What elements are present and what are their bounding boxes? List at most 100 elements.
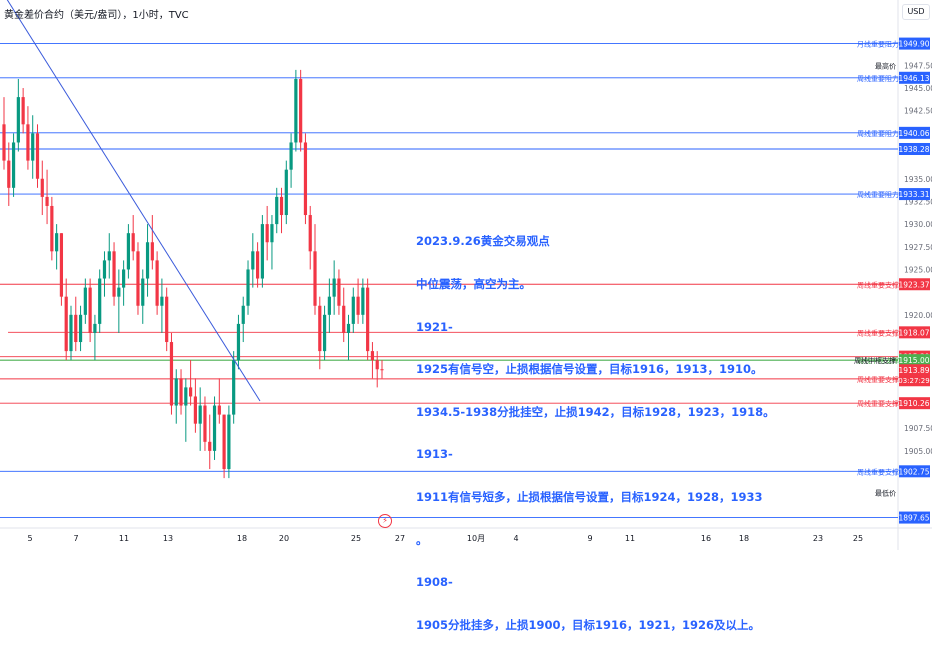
trading-annotation: 2023.9.26黄金交易观点 中位震荡，高空为主。 1921- 1925有信号… — [416, 206, 775, 646]
trendline — [6, 0, 261, 402]
price-tick-label: 1905.00 — [904, 447, 932, 456]
price-chart[interactable]: 1947.50 1945.00 1942.50 1935.00 1932.50 1930.… — [0, 0, 932, 550]
candle-body — [59, 233, 64, 297]
candle-body — [198, 405, 202, 424]
candle-body — [279, 196, 284, 216]
candle-body — [102, 260, 107, 279]
candle-body — [308, 215, 312, 252]
candle-body — [327, 296, 331, 315]
candle-body — [160, 296, 164, 306]
time-tick-label: 13 — [163, 534, 173, 543]
candle-body — [361, 287, 365, 315]
candle-body — [40, 178, 44, 197]
level-label: 周线重要支撑 — [857, 280, 899, 289]
candle-body — [236, 323, 241, 361]
candle-body — [174, 378, 178, 406]
candle-body — [356, 296, 360, 315]
level-price-text: 1938.28 — [898, 145, 929, 154]
level-price-text: 1902.75 — [898, 467, 929, 476]
candle-body — [303, 142, 308, 216]
candle-body — [74, 314, 78, 343]
candle-body — [189, 387, 193, 397]
price-tick-label: 1907.50 — [904, 424, 932, 433]
candle-body — [203, 405, 207, 442]
axis-extra-label: 最高价 — [875, 61, 896, 70]
countdown-text: 03:27:29 — [898, 377, 929, 385]
candle-body — [322, 314, 327, 352]
time-tick-label: 25 — [853, 534, 863, 543]
time-tick-label: 4 — [513, 534, 518, 543]
candle-body — [246, 269, 250, 306]
candle-body — [155, 260, 159, 306]
time-tick-label: 18 — [237, 534, 247, 543]
candle-body — [284, 169, 288, 216]
candle-body — [16, 97, 20, 143]
price-tick-label: 1932.50 — [904, 197, 932, 206]
candle-body — [2, 124, 6, 161]
axis-extra-label: 最低价 — [875, 489, 896, 498]
annotation-line: 1913- — [416, 447, 453, 462]
price-tick-label: 1947.50 — [904, 61, 932, 70]
time-tick-label: 11 — [119, 534, 129, 543]
candle-body — [55, 233, 59, 252]
annotation-line: 1908- — [416, 575, 453, 590]
candle-body — [275, 196, 279, 225]
price-tick-label: 1925.00 — [904, 265, 932, 274]
candle-body — [78, 314, 83, 343]
candle-body — [313, 251, 317, 306]
candle-body — [251, 251, 255, 270]
annotation-line: 1934.5-1938分批挂空，止损1942，目标1928，1923，1918。 — [416, 404, 775, 419]
level-price-text: 1946.13 — [898, 74, 929, 83]
level-price-text: 1923.37 — [898, 280, 929, 289]
candle-body — [107, 251, 111, 261]
candle-body — [332, 278, 336, 297]
level-label: 月线重要阻力 — [857, 40, 899, 49]
candle-body — [11, 142, 16, 188]
candle-body — [255, 251, 260, 279]
level-price-tag — [899, 278, 930, 291]
event-flash-icon[interactable]: ⚡ — [378, 514, 392, 528]
candle-body — [375, 360, 379, 370]
chart-title: 黄金差价合约（美元/盎司），1小时，TVC — [4, 10, 189, 21]
time-tick-label: 16 — [701, 534, 711, 543]
candle-body — [212, 405, 217, 451]
level-price-text: 1897.65 — [898, 514, 929, 523]
candle-body — [150, 242, 154, 261]
level-price-text: 1915.00 — [898, 356, 929, 365]
level-price-tag — [899, 465, 930, 478]
level-price-tag — [899, 397, 930, 410]
candle-body — [299, 78, 303, 143]
level-label: 周线重要支撑1903 — [857, 467, 917, 476]
time-tick-label: 5 — [27, 534, 32, 543]
level-price-tag — [899, 354, 930, 367]
level-price-tag — [899, 71, 930, 84]
axis-extra-label: 周线中枢支撑 — [854, 356, 896, 365]
current-price-text: 1913.89 — [898, 366, 929, 375]
level-price-text: 1910.26 — [898, 399, 929, 408]
currency-button[interactable]: USD — [902, 4, 930, 20]
level-price-text: 1933.31 — [898, 190, 929, 199]
candle-body — [50, 205, 54, 252]
candle-body — [122, 269, 126, 288]
annotation-line: 。 — [416, 532, 428, 547]
candle-body — [165, 296, 169, 343]
candle-body — [270, 224, 274, 243]
candle-body — [88, 287, 92, 333]
candle-body — [35, 133, 40, 179]
time-tick-label: 9 — [587, 534, 592, 543]
price-tick-label: 1930.00 — [904, 220, 932, 229]
price-tick-label: 1942.50 — [904, 107, 932, 116]
candle-body — [241, 305, 245, 324]
candle-body — [31, 133, 35, 161]
candle-body — [232, 360, 236, 415]
candle-body — [351, 296, 355, 324]
candle-body — [26, 124, 30, 161]
candle-body — [265, 224, 269, 243]
annotation-line: 1911有信号短多，止损根据信号设置，目标1924，1928，1933 — [416, 490, 763, 505]
time-tick-label: 23 — [813, 534, 823, 543]
candle-body — [83, 287, 87, 315]
price-tick-label: 1927.50 — [904, 243, 932, 252]
candle-body — [208, 441, 212, 451]
candle-body — [21, 97, 25, 125]
candle-body — [126, 233, 131, 270]
